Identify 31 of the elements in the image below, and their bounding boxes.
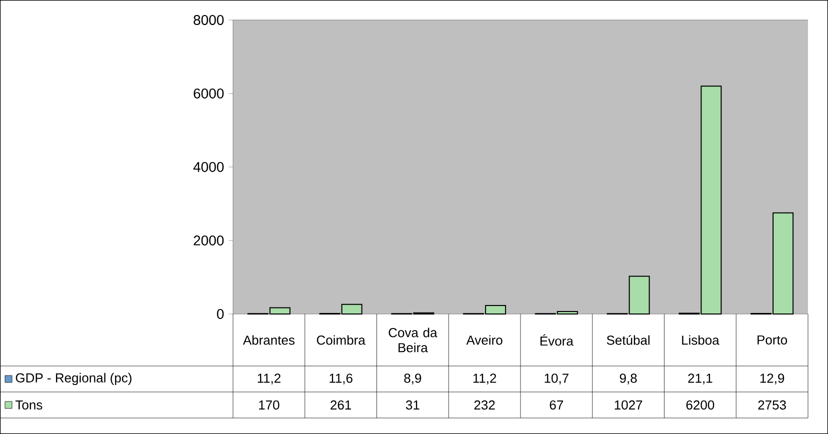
data-label: 6200 <box>686 400 714 410</box>
data-label: 8,9 <box>404 374 422 384</box>
legend-label: Tons <box>16 400 42 410</box>
data-label: 261 <box>330 400 352 410</box>
data-label: 67 <box>550 400 564 410</box>
data-label: 11,2 <box>258 374 280 384</box>
y-tick-label: 6000 <box>194 88 224 98</box>
data-label: 10,7 <box>544 374 568 384</box>
data-label: 12,9 <box>760 374 784 384</box>
data-label: 1027 <box>614 400 642 410</box>
legend-label: GDP - Regional (pc) <box>16 372 132 386</box>
y-tick-label: 8000 <box>194 15 224 25</box>
x-tick-label: Évora <box>540 334 574 346</box>
y-tick-label: 2000 <box>194 236 224 246</box>
data-label: 170 <box>259 400 280 410</box>
data-label: 232 <box>474 400 495 410</box>
data-label: 2753 <box>758 400 786 410</box>
data-label: 9,8 <box>620 374 637 384</box>
x-tick-label: Setúbal <box>606 335 650 345</box>
x-tick-label: Porto <box>758 335 788 345</box>
y-tick-label: 4000 <box>193 162 224 172</box>
x-tick-label: Lisboa <box>682 335 720 345</box>
y-tick-label: 0 <box>216 309 224 319</box>
x-tick-label: Aveiro <box>466 335 502 345</box>
data-label: 11,2 <box>473 374 496 384</box>
data-label: 21,1 <box>688 374 712 384</box>
data-label: 11,6 <box>330 374 352 384</box>
x-tick-label: Cova da Beira <box>388 328 438 352</box>
x-tick-label: Coimbra <box>316 335 366 345</box>
data-label: 31 <box>406 400 420 410</box>
x-tick-label: Abrantes <box>242 335 294 345</box>
